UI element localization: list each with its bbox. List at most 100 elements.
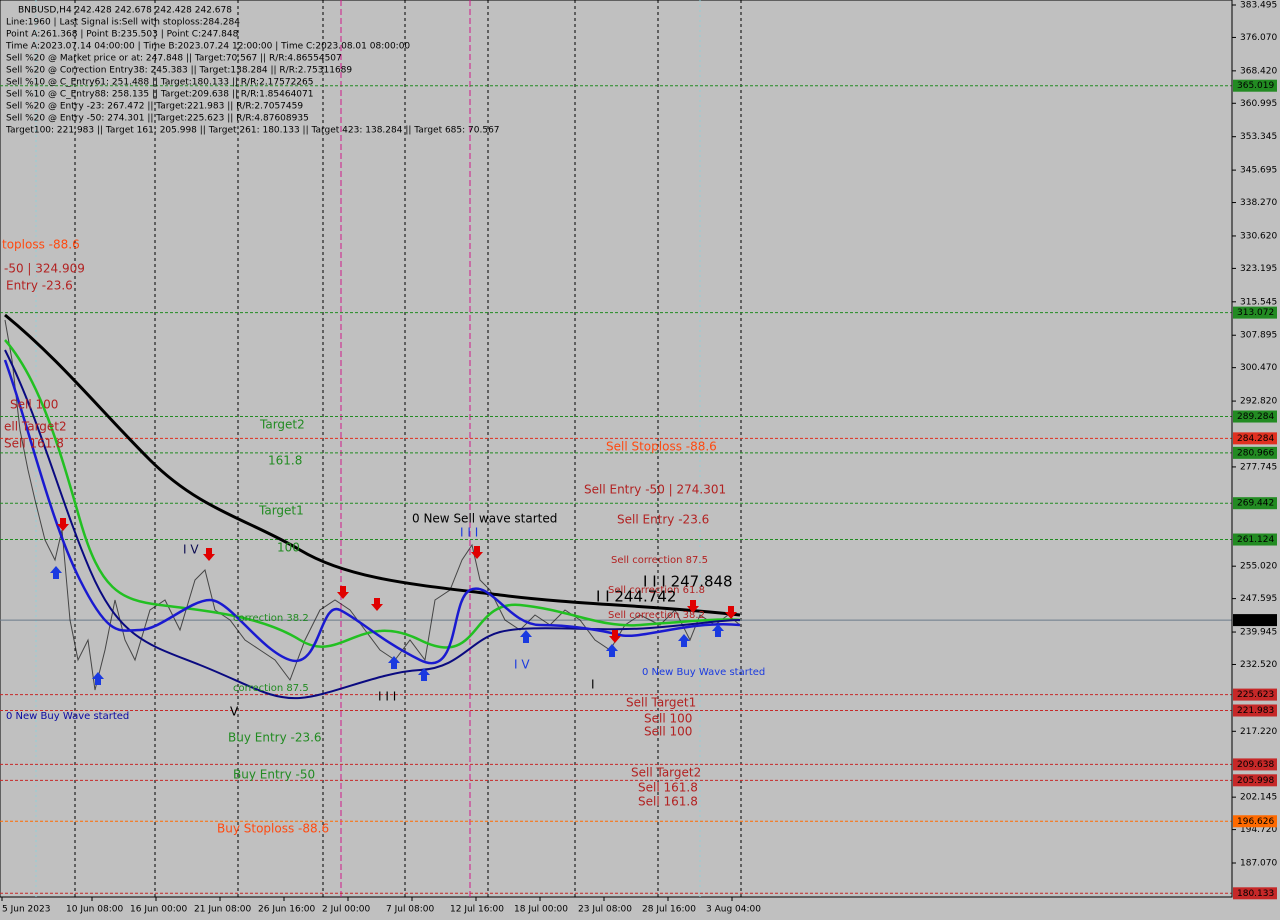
annotation: I I I xyxy=(460,526,478,540)
info-line: Sell %20 @ Correction Entry38: 245.383 |… xyxy=(6,66,352,76)
annotation: I xyxy=(591,678,595,692)
level-label-box xyxy=(1233,614,1277,627)
annotation: I I I 247.848 xyxy=(643,573,733,591)
level-label: 225.623 xyxy=(1237,690,1274,700)
annotation: Sell 161.8 xyxy=(4,437,64,451)
tick-label: 255.020 xyxy=(1240,562,1277,572)
info-line: Sell %20 @ Market price or at: 247.848 |… xyxy=(6,54,342,64)
info-line: Sell %10 @ C_Entry61: 251.488 || Target:… xyxy=(6,78,314,88)
tick-label: 330.620 xyxy=(1240,231,1277,241)
tick-label: 383.495 xyxy=(1240,1,1277,11)
info-line: Line:1960 | Last Signal is:Sell with sto… xyxy=(6,18,240,28)
level-label-box xyxy=(1233,79,1277,92)
annotation: Sell correction 87.5 xyxy=(611,555,708,566)
time-label: 18 Jul 00:00 xyxy=(514,905,568,915)
time-label: 10 Jun 08:00 xyxy=(66,905,123,915)
level-label: 289.284 xyxy=(1237,412,1274,422)
tick-label: 217.220 xyxy=(1240,727,1277,737)
level-label: 196.626 xyxy=(1237,817,1274,827)
level-label-box xyxy=(1233,704,1277,717)
tick-label: 232.520 xyxy=(1240,660,1277,670)
info-panel: BNBUSD,H4 242.428 242.678 242.428 242.67… xyxy=(5,6,500,136)
annotations: toploss -88.6 -50 | 324.909 Entry -23.6 … xyxy=(2,238,765,836)
level-label: 280.966 xyxy=(1237,448,1274,458)
level-label: 209.638 xyxy=(1237,760,1274,770)
time-label: 2 Jul 00:00 xyxy=(322,905,371,915)
tick-label: 360.995 xyxy=(1240,99,1277,109)
level-label: 261.124 xyxy=(1237,535,1274,545)
tick-label: 315.545 xyxy=(1240,297,1277,307)
tick-label: 353.345 xyxy=(1240,132,1277,142)
annotation: Sell Entry -23.6 xyxy=(617,513,709,527)
annotation: Sell Target1 xyxy=(626,696,696,710)
price-axis: 383.495 376.070 368.420 360.995 353.345 345.6… xyxy=(1231,0,1277,900)
level-label: 205.998 xyxy=(1237,776,1274,786)
annotation: V xyxy=(230,705,239,719)
annotation: I I I xyxy=(378,690,396,704)
level-label: 284.284 xyxy=(1237,434,1274,444)
level-label-box xyxy=(1233,432,1277,445)
annotation: 0 New Buy Wave started xyxy=(6,711,129,722)
annotation: Target1 xyxy=(258,504,304,518)
annotation: 100 xyxy=(277,541,300,555)
annotation: 0 New Buy Wave started xyxy=(642,667,765,678)
level-label-box xyxy=(1233,497,1277,510)
tick-label: 323.195 xyxy=(1240,264,1277,274)
info-line: BNBUSD,H4 242.428 242.678 242.428 242.67… xyxy=(18,6,232,16)
annotation: 0 New Sell wave started xyxy=(412,512,557,526)
annotation: Entry -23.6 xyxy=(6,279,73,293)
annotation: Target2 xyxy=(259,418,305,432)
time-label: 26 Jun 16:00 xyxy=(258,905,315,915)
plot-area xyxy=(0,0,1233,898)
level-label-box xyxy=(1233,774,1277,787)
time-label: 21 Jun 08:00 xyxy=(194,905,251,915)
level-label-box xyxy=(1233,533,1277,546)
annotation: Sell correction 61.8 xyxy=(608,585,705,596)
level-label-box xyxy=(1233,887,1277,900)
annotation: Sell Entry -50 | 274.301 xyxy=(584,483,726,497)
time-label: 5 Jun 2023 xyxy=(2,905,50,915)
level-label-box xyxy=(1233,688,1277,701)
tick-label: 368.420 xyxy=(1240,66,1277,76)
time-axis: 5 Jun 2023 10 Jun 08:00 16 Jun 00:00 21 Jun… xyxy=(1,897,761,915)
time-grid xyxy=(35,0,742,897)
annotation: I V xyxy=(514,658,530,672)
level-label: 269.442 xyxy=(1237,499,1274,509)
tick-label: 239.945 xyxy=(1240,628,1277,638)
time-label: 23 Jul 08:00 xyxy=(578,905,632,915)
info-line: Sell %20 @ Entry -23: 267.472 || Target:… xyxy=(6,102,303,112)
annotation: Sell 100 xyxy=(10,398,58,412)
level-label: 221.983 xyxy=(1237,706,1274,716)
time-label: 12 Jul 16:00 xyxy=(450,905,504,915)
annotation: Sell correction 38.2 xyxy=(608,610,705,621)
time-label: 28 Jul 16:00 xyxy=(642,905,696,915)
annotation: 161.8 xyxy=(268,454,302,468)
tick-label: 345.695 xyxy=(1240,166,1277,176)
tick-label: 376.070 xyxy=(1240,33,1277,43)
annotation: correction 38.2 xyxy=(233,613,309,624)
info-line: Point A:261.368 | Point B:235.503 | Poin… xyxy=(6,30,239,40)
annotation: correction 87.5 xyxy=(233,683,309,694)
annotation: Sell Stoploss -88.6 xyxy=(606,440,717,454)
tick-label: 307.895 xyxy=(1240,331,1277,341)
tick-label: 187.070 xyxy=(1240,859,1277,869)
annotation: Buy Entry -50 xyxy=(233,768,315,782)
info-line: Target100: 221.983 || Target 161: 205.99… xyxy=(5,126,500,136)
annotation: -50 | 324.909 xyxy=(4,262,85,276)
level-label: 365.019 xyxy=(1237,81,1274,91)
time-label: 3 Aug 04:00 xyxy=(706,905,761,915)
annotation: I V xyxy=(183,543,199,557)
tick-label: 202.145 xyxy=(1240,793,1277,803)
time-label: 16 Jun 00:00 xyxy=(130,905,187,915)
annotation: Sell 100 xyxy=(644,725,692,739)
tick-label: 247.595 xyxy=(1240,594,1277,604)
level-label-box xyxy=(1233,758,1277,771)
annotation: ell Target2 xyxy=(4,420,67,434)
annotation: Sell Target2 xyxy=(631,766,701,780)
tick-label: 338.270 xyxy=(1240,198,1277,208)
annotation: Sell 161.8 xyxy=(638,781,698,795)
annotation: toploss -88.6 xyxy=(2,238,80,252)
level-label-box xyxy=(1233,306,1277,319)
tick-label: 277.745 xyxy=(1240,462,1277,472)
